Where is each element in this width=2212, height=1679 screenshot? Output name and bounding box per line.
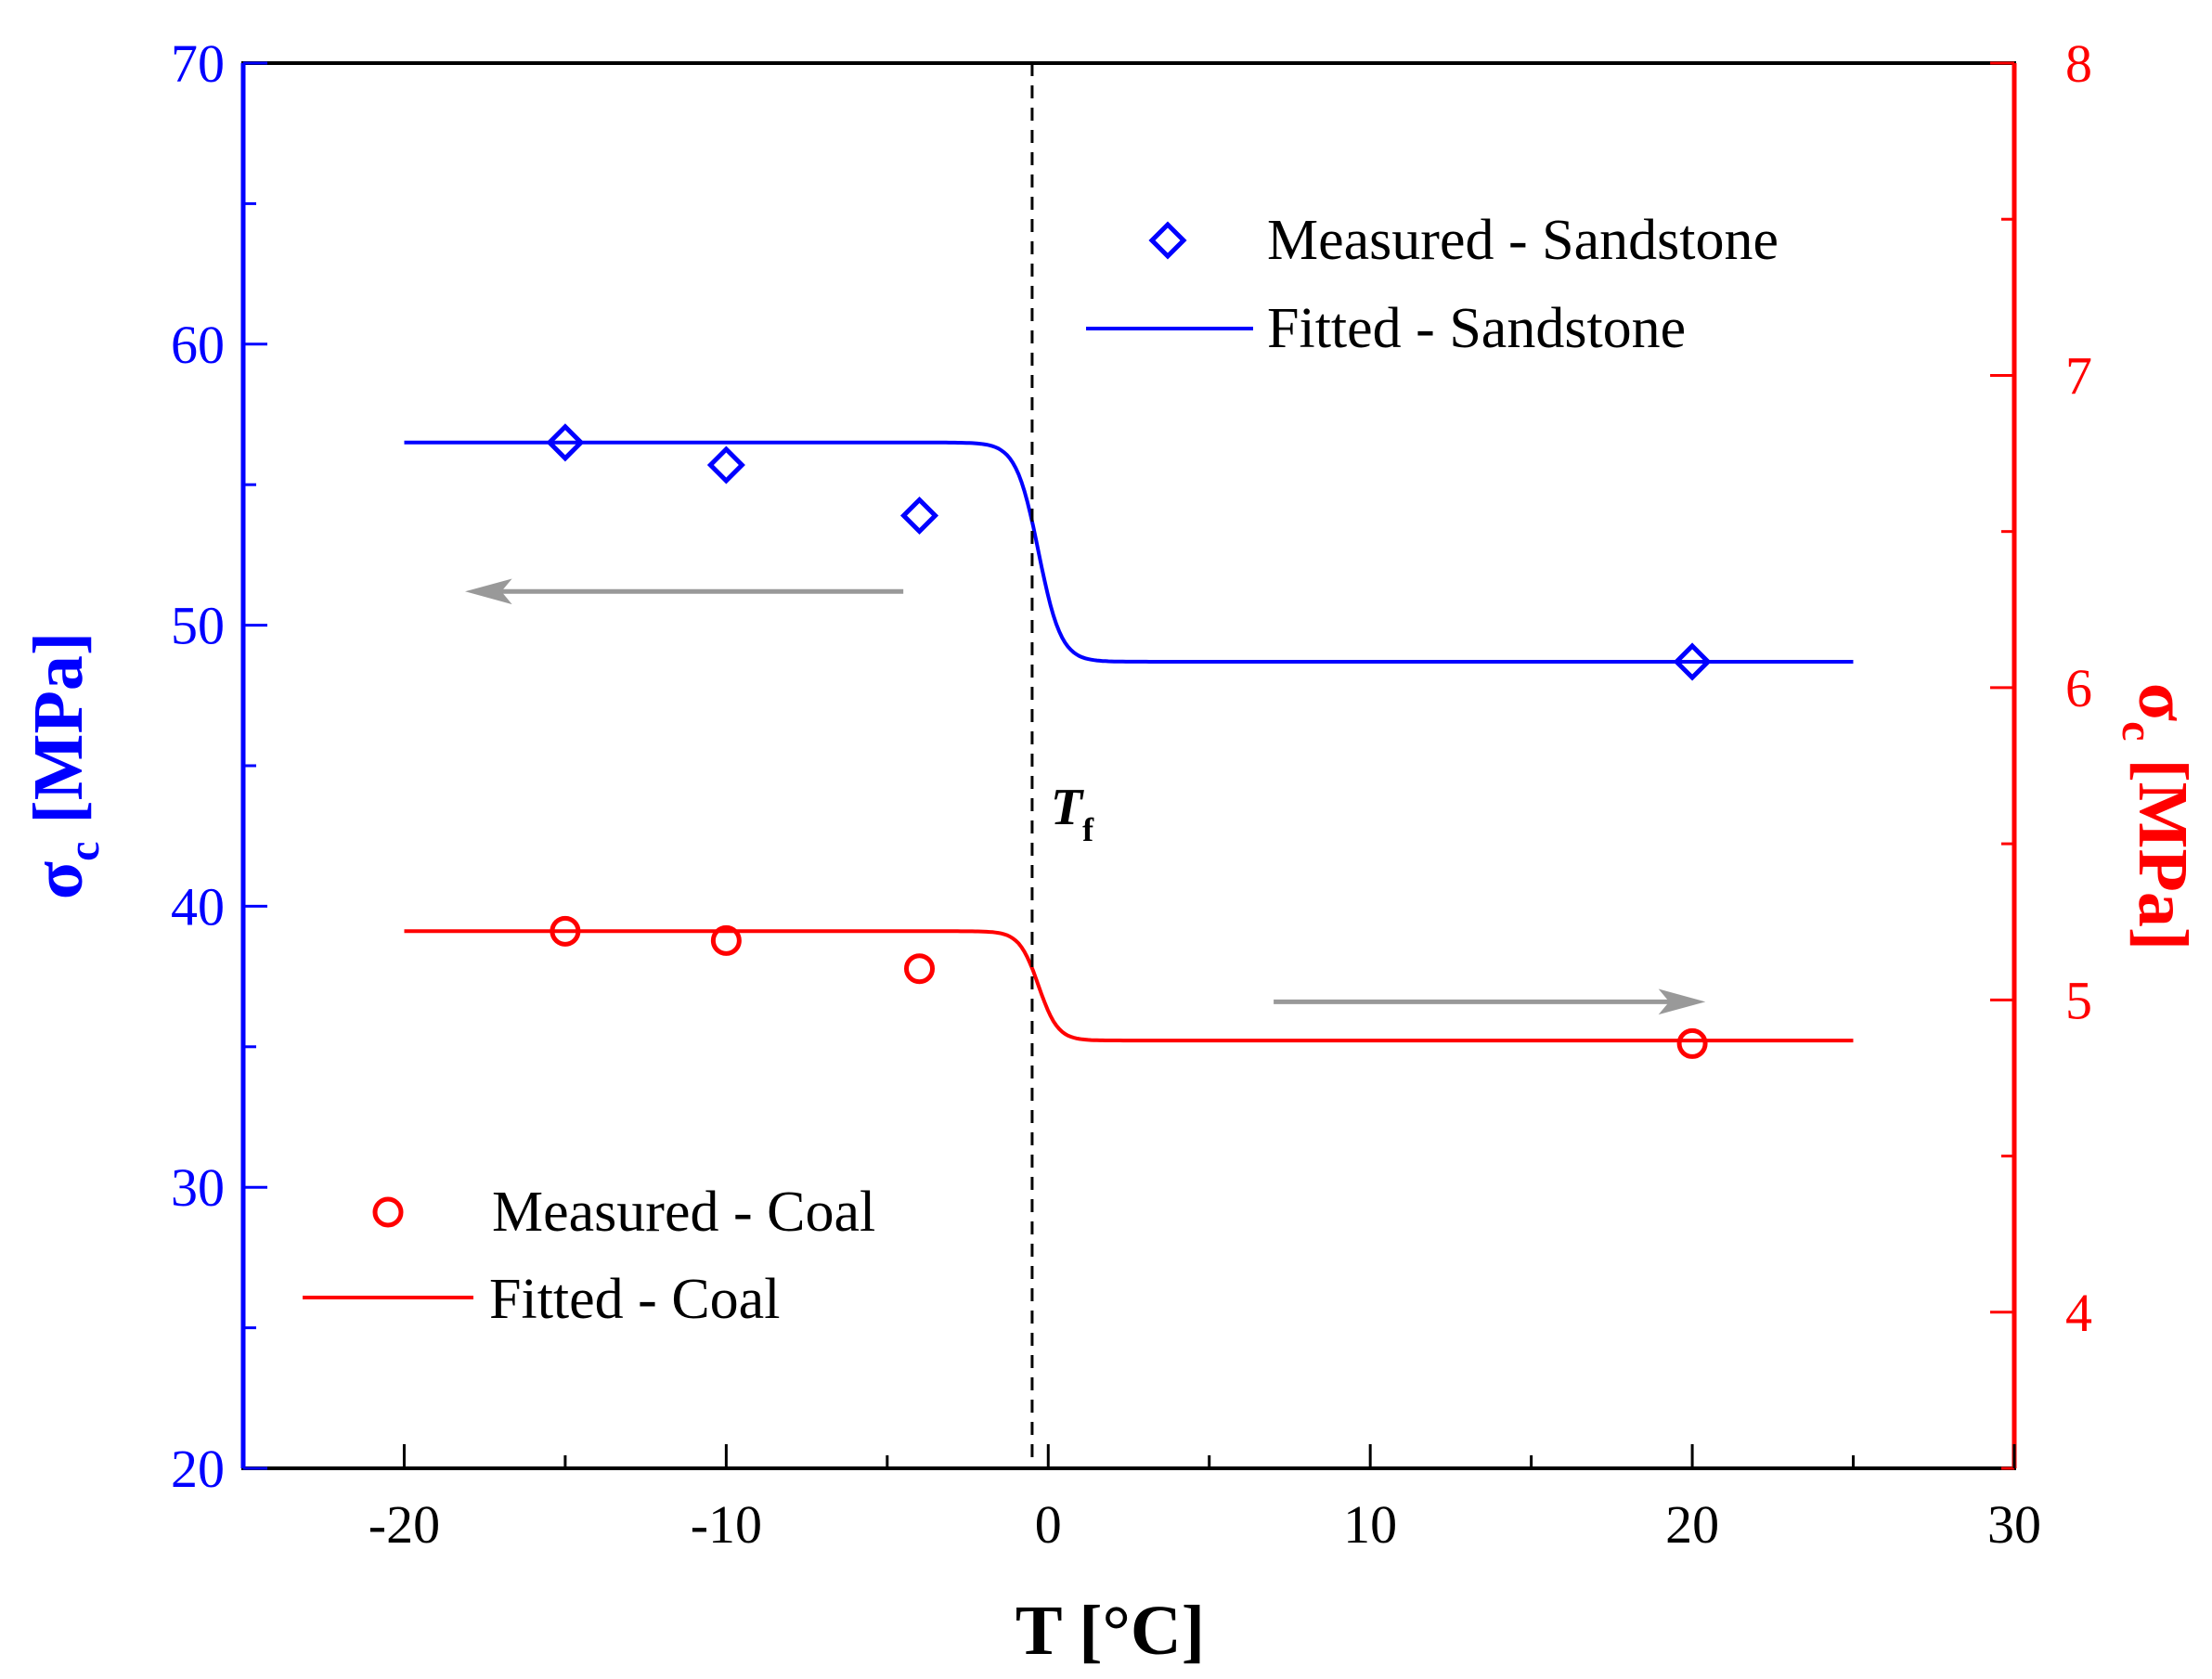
y-right-axis-title: σc [MPa]: [2113, 683, 2202, 950]
coal-marker: [550, 915, 581, 947]
y-left-axis-title-rest: [MPa]: [19, 632, 97, 842]
y-right-tick-label: 8: [2065, 33, 2092, 94]
legend-coal-marker: [372, 1196, 404, 1228]
coal-marker: [1676, 1027, 1708, 1059]
plot-frame: [241, 61, 2016, 1470]
y-left-axis-title: σc [MPa]: [19, 632, 109, 899]
fitted-curve-coal: [404, 929, 1854, 1043]
y-right-tick-label: 7: [2065, 345, 2092, 406]
legend-sandstone-measured-label: Measured - Sandstone: [1267, 209, 1779, 272]
y-left-tick-label: 50: [171, 596, 225, 656]
sandstone-marker: [546, 423, 585, 462]
legend-sandstone-fitted-label: Fitted - Sandstone: [1267, 297, 1686, 360]
y-right-tick-label: 4: [2065, 1283, 2092, 1343]
data-markers: [546, 423, 1712, 1059]
coal-marker: [904, 953, 936, 985]
x-tick-label: 10: [1343, 1494, 1397, 1555]
annotations: Tf: [465, 63, 1706, 1468]
x-axis-title: T [°C]: [1015, 1592, 1205, 1670]
tick-labels: -20 -10 0 10 20 30 20 30 40 50 60 70 4 5 6 7 8: [171, 33, 2092, 1555]
y-left-tick-label: 20: [171, 1439, 225, 1499]
x-tick-label: 0: [1035, 1494, 1062, 1555]
y-right-axis-title-main: σ: [2124, 683, 2202, 721]
coal-marker: [710, 924, 742, 956]
legend-coal-fitted-label: Fitted - Coal: [489, 1268, 780, 1331]
arrow-head-right: [1658, 988, 1706, 1015]
sandstone-marker: [1673, 642, 1712, 681]
y-left-tick-label: 30: [171, 1157, 225, 1218]
x-tick-label: -10: [691, 1494, 762, 1555]
major-ticks: [240, 61, 2017, 1470]
freezing-point-label-sub: f: [1082, 811, 1094, 848]
y-right-tick-label: 5: [2065, 970, 2092, 1030]
arrow-head-left: [465, 578, 512, 605]
fitted-curve-sandstone: [404, 440, 1854, 664]
y-left-tick-label: 40: [171, 876, 225, 936]
y-right-tick-label: 6: [2065, 658, 2092, 718]
y-right-axis-title-sub: c: [2113, 721, 2162, 741]
freezing-point-label-main: T: [1051, 779, 1085, 836]
sandstone-marker: [706, 446, 745, 484]
x-tick-label: -20: [369, 1494, 440, 1555]
legend-coal-measured-label: Measured - Coal: [492, 1181, 875, 1244]
axis-titles: T [°C]σc [MPa] σc [MPa]: [19, 632, 2202, 1670]
sandstone-marker: [899, 496, 939, 536]
fitted-curves: [404, 440, 1854, 1043]
y-left-axis-title-sub: c: [59, 842, 109, 861]
x-tick-label: 20: [1665, 1494, 1719, 1555]
freezing-point-label: Tf: [1051, 779, 1094, 848]
x-tick-label: 30: [1987, 1494, 2041, 1555]
y-right-axis-title-rest: [MPa]: [2124, 741, 2202, 950]
y-left-axis-title-main: σ: [19, 861, 97, 899]
y-left-tick-label: 70: [171, 33, 225, 94]
legend-sandstone-marker: [1148, 221, 1187, 260]
y-left-tick-label: 60: [171, 315, 225, 375]
legends: Measured - Sandstone Fitted - Sandstone Me…: [303, 209, 1779, 1331]
